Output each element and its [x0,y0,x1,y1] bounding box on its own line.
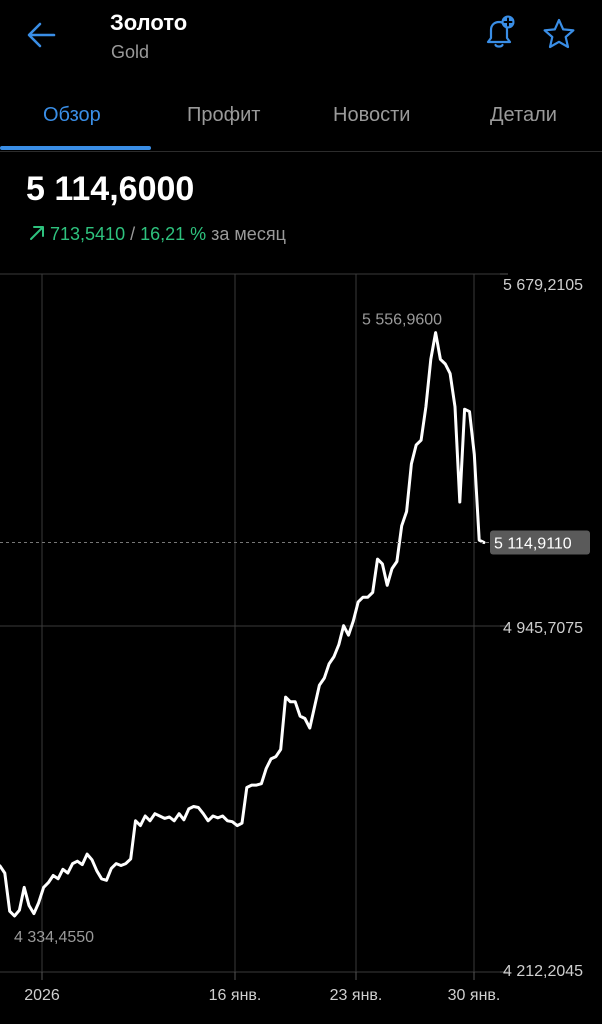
add-alert-button[interactable] [480,14,518,52]
change-absolute: 713,5410 [50,224,126,244]
x-tick-label: 16 янв. [209,987,262,1004]
price-chart-svg: 2026 16 янв. 23 янв. 30 янв. 5 679,2105 4 94… [0,273,590,1004]
back-button[interactable] [22,18,62,54]
tab-profit[interactable]: Профит [187,104,261,126]
y-tick-label: 4 212,2045 [503,963,583,980]
change-separator: / [125,224,141,244]
page-subtitle: Gold [111,42,150,62]
page-title: Золото [110,10,188,35]
price-chart[interactable]: 2026 16 янв. 23 янв. 30 янв. 5 679,2105 4 94… [0,270,602,1024]
arrow-up-right-icon [30,226,44,240]
x-tick-label: 23 янв. [330,987,383,1004]
tab-bar: Обзор Профит Новости Детали [0,92,602,152]
y-tick-label: 4 945,7075 [503,620,583,637]
change-percent: 16,21 % [140,224,207,244]
arrow-left-icon [27,22,56,48]
change-period: за месяц [211,224,286,244]
bell-plus-icon [486,15,515,48]
x-tick-label: 2026 [24,987,60,1004]
min-price-label: 4 334,4550 [14,929,94,946]
favorite-button[interactable] [540,16,578,52]
tab-details[interactable]: Детали [490,104,557,126]
tab-news[interactable]: Новости [333,104,411,126]
current-price-badge: 5 114,9110 [490,530,590,555]
active-tab-indicator [0,146,151,150]
price-change: 713,5410 / 16,21 % за месяц [28,224,286,245]
star-icon [543,18,575,49]
current-price-label: 5 114,9110 [494,535,572,552]
x-tick-label: 30 янв. [448,987,501,1004]
max-price-label: 5 556,9600 [362,312,442,329]
price-line [0,331,486,918]
current-price: 5 114,6000 [26,170,195,208]
app-header: Золото Gold [0,0,602,80]
y-tick-label: 5 679,2105 [503,277,583,294]
tab-overview[interactable]: Обзор [43,104,101,126]
